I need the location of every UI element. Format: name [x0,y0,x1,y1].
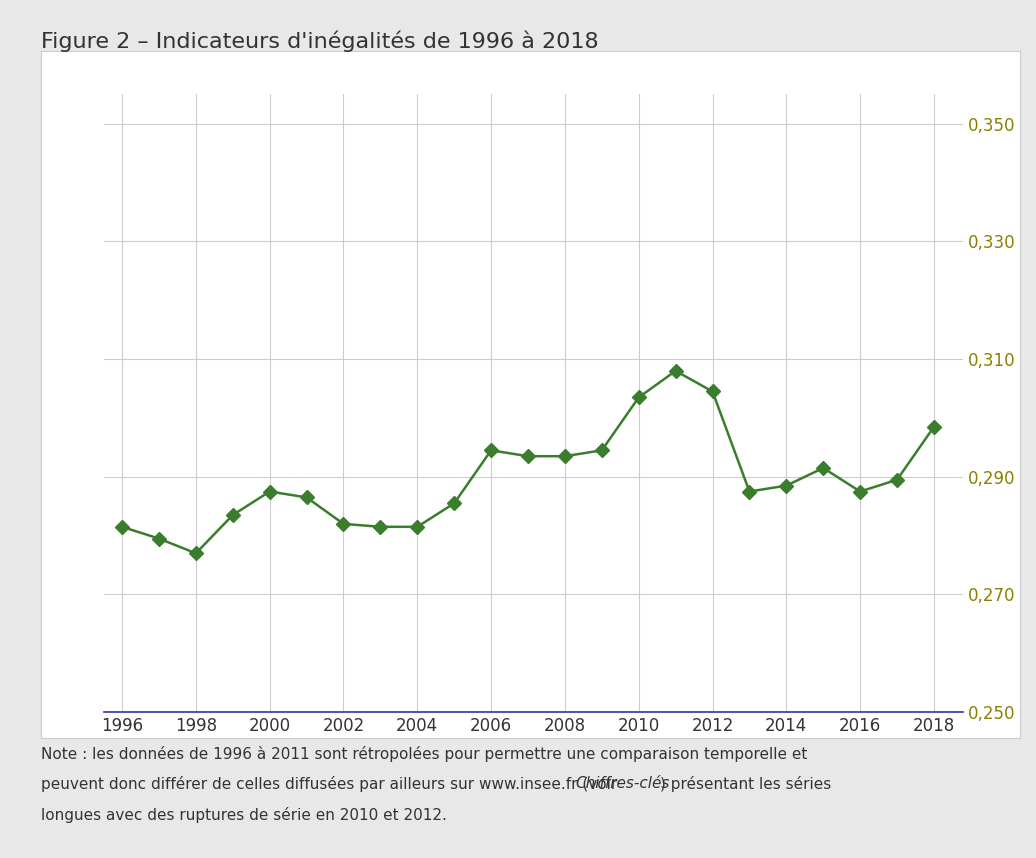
Text: Chiffres-clés: Chiffres-clés [575,776,669,791]
Text: ) présentant les séries: ) présentant les séries [660,776,831,793]
Text: peuvent donc différer de celles diffusées par ailleurs sur www.insee.fr (voir: peuvent donc différer de celles diffusée… [41,776,623,793]
Text: Note : les données de 1996 à 2011 sont rétropolées pour permettre une comparaiso: Note : les données de 1996 à 2011 sont r… [41,746,808,763]
Text: longues avec des ruptures de série en 2010 et 2012.: longues avec des ruptures de série en 20… [41,807,448,823]
Text: Figure 2 – Indicateurs d'inégalités de 1996 à 2018: Figure 2 – Indicateurs d'inégalités de 1… [41,30,599,51]
